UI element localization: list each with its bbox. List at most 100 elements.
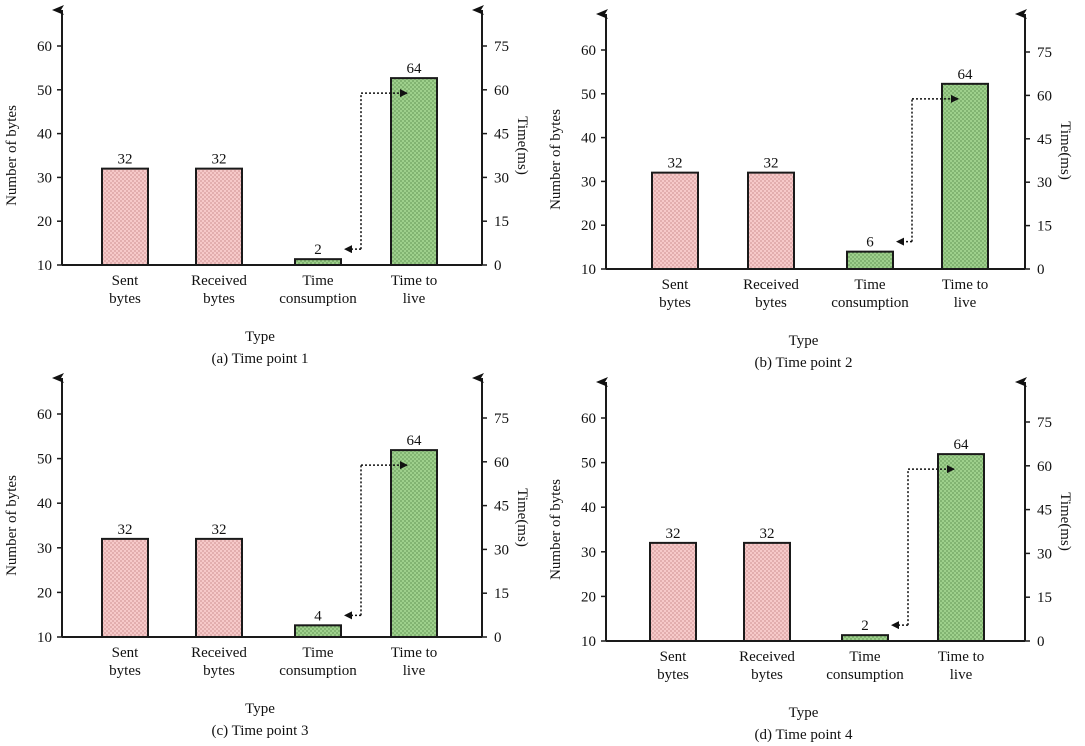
- category-label: Time: [849, 649, 880, 665]
- bar-4: [390, 77, 438, 267]
- category-label: bytes: [751, 667, 783, 683]
- y2-axis-label: Time(ms): [1057, 492, 1073, 551]
- right-tick-label: 30: [494, 542, 509, 558]
- right-tick-label: 75: [1037, 415, 1052, 431]
- bar-value-label: 64: [958, 67, 974, 83]
- left-tick-label: 40: [581, 500, 596, 516]
- right-tick-label: 0: [494, 630, 502, 646]
- category-label: bytes: [203, 291, 235, 307]
- x-axis-label: Type: [245, 701, 275, 717]
- bar-2: [747, 171, 795, 270]
- chart-panel-3: 10 20 30 40 50 60 0 15 30 45 60 75 Number of bytes Ti…: [4, 373, 530, 739]
- bar-4: [937, 453, 985, 642]
- category-label: Received: [743, 277, 799, 293]
- panel-caption: (c) Time point 3: [211, 723, 308, 739]
- category-label: consumption: [279, 291, 357, 307]
- bar-value-label: 32: [212, 152, 227, 168]
- bar-1: [649, 541, 697, 643]
- category-label: Time: [302, 645, 333, 661]
- y-axis-label: Number of bytes: [548, 109, 564, 210]
- bar-3: [841, 634, 889, 642]
- category-label: live: [403, 291, 426, 307]
- left-tick-label: 50: [37, 452, 52, 468]
- category-label: Received: [739, 649, 795, 665]
- y-axis-label: Number of bytes: [4, 105, 20, 206]
- category-label: bytes: [203, 663, 235, 679]
- bar-3: [846, 250, 894, 270]
- bar-value-label: 6: [866, 235, 874, 251]
- right-tick-label: 30: [494, 170, 509, 186]
- left-tick-label: 30: [37, 541, 52, 557]
- panel-caption: (b) Time point 2: [755, 355, 853, 371]
- bar-value-label: 4: [314, 608, 322, 624]
- category-label: Received: [191, 645, 247, 661]
- category-label: Time: [302, 273, 333, 289]
- x-axis-label: Type: [789, 705, 819, 721]
- left-tick-label: 10: [581, 634, 596, 650]
- right-tick-label: 60: [494, 83, 509, 99]
- category-label: consumption: [831, 295, 909, 311]
- right-tick-label: 30: [1037, 175, 1052, 191]
- left-tick-label: 20: [581, 589, 596, 605]
- bar-value-label: 2: [314, 242, 322, 258]
- bar-value-label: 64: [954, 437, 970, 453]
- category-label: Sent: [112, 273, 140, 289]
- bar-1: [101, 537, 149, 639]
- right-tick-label: 0: [1037, 262, 1045, 278]
- bar-value-label: 32: [666, 526, 681, 542]
- x-axis-label: Type: [245, 329, 275, 345]
- left-tick-label: 60: [581, 411, 596, 427]
- bar-2: [743, 541, 791, 643]
- category-label: live: [954, 295, 977, 311]
- category-label: live: [403, 663, 426, 679]
- bar-3: [294, 624, 342, 639]
- panel-caption: (d) Time point 4: [755, 727, 853, 743]
- category-label: Sent: [112, 645, 140, 661]
- category-label: bytes: [659, 295, 691, 311]
- bar-2: [195, 537, 243, 639]
- left-tick-label: 30: [581, 545, 596, 561]
- bar-value-label: 64: [407, 61, 423, 77]
- bar-value-label: 2: [861, 618, 869, 634]
- right-tick-label: 60: [1037, 459, 1052, 475]
- bar-value-label: 64: [407, 433, 423, 449]
- category-label: bytes: [755, 295, 787, 311]
- chart-panel-1: 10 20 30 40 50 60 0 15 30 45 60 75 Number of bytes Ti…: [4, 5, 530, 367]
- category-label: bytes: [657, 667, 689, 683]
- right-tick-label: 15: [1037, 219, 1052, 235]
- category-label: Time to: [391, 273, 438, 289]
- bar-1: [101, 167, 149, 266]
- right-tick-label: 45: [1037, 132, 1052, 148]
- left-tick-label: 20: [581, 218, 596, 234]
- left-tick-label: 20: [37, 214, 52, 230]
- category-label: consumption: [279, 663, 357, 679]
- bar-value-label: 32: [118, 522, 133, 538]
- category-label: Sent: [660, 649, 688, 665]
- right-tick-label: 0: [494, 258, 502, 274]
- right-tick-label: 75: [494, 39, 509, 55]
- category-label: Received: [191, 273, 247, 289]
- bar-value-label: 32: [212, 522, 227, 538]
- right-tick-label: 30: [1037, 546, 1052, 562]
- y-axis-label: Number of bytes: [548, 479, 564, 580]
- bar-value-label: 32: [668, 156, 683, 172]
- category-label: bytes: [109, 663, 141, 679]
- category-label: Time: [854, 277, 885, 293]
- right-tick-label: 60: [494, 455, 509, 471]
- right-tick-label: 75: [494, 411, 509, 427]
- left-tick-label: 10: [581, 262, 596, 278]
- y2-axis-label: Time(ms): [514, 116, 530, 175]
- y2-axis-label: Time(ms): [514, 488, 530, 547]
- category-label: consumption: [826, 667, 904, 683]
- right-tick-label: 45: [494, 499, 509, 515]
- bar-value-label: 32: [760, 526, 775, 542]
- right-tick-label: 60: [1037, 88, 1052, 104]
- left-tick-label: 60: [37, 39, 52, 55]
- y-axis-label: Number of bytes: [4, 475, 20, 576]
- bar-value-label: 32: [118, 152, 133, 168]
- category-label: Time to: [938, 649, 985, 665]
- bar-2: [195, 167, 243, 266]
- left-tick-label: 60: [37, 407, 52, 423]
- x-axis-label: Type: [789, 333, 819, 349]
